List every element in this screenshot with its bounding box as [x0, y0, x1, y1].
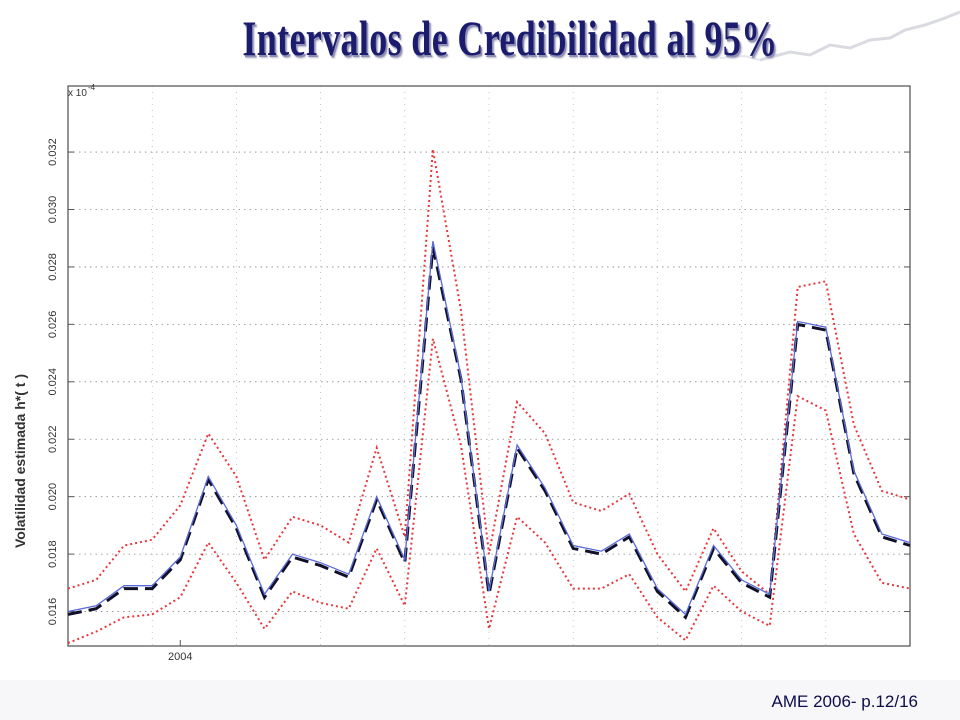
x-tick-label: 2004	[168, 651, 192, 663]
series-line-estimate-dashed	[67, 246, 911, 620]
y-tick-label: 0.032	[47, 138, 59, 166]
slide-footer: AME 2006- p.12/16	[771, 692, 918, 711]
slide-title: Intervalos de Credibilidad al 95%	[242, 10, 778, 66]
y-tick-label: 0.020	[47, 483, 59, 511]
y-tick-label: 0.024	[47, 368, 59, 396]
y-tick-label: 0.016	[47, 598, 59, 626]
volatility-chart: 0.016 0.018 0.020 0.022 0.024 0.026 0.028 0.030…	[12, 83, 911, 663]
y-tick-label: 0.030	[47, 196, 59, 224]
plot-frame	[67, 85, 911, 647]
chart-panel: 0.016 0.018 0.020 0.022 0.024 0.026 0.028 0.030…	[0, 66, 932, 678]
series-line-upper-95	[67, 149, 911, 597]
y-scale-label: x 10	[68, 88, 87, 99]
y-tick-label: 0.022	[47, 425, 59, 453]
y-axis-label: Volatilidad estimada h*( t )	[12, 374, 28, 548]
y-tick-label: 0.018	[47, 540, 59, 568]
y-tick-label: 0.026	[47, 311, 59, 339]
series-group	[67, 149, 911, 645]
series-line-lower-95	[67, 338, 911, 645]
y-scale-exponent: -4	[88, 83, 96, 92]
series-line-estimate-solid	[67, 240, 911, 616]
grid	[68, 86, 910, 646]
axis-ticks: 0.016 0.018 0.020 0.022 0.024 0.026 0.028 0.030…	[47, 138, 910, 663]
y-tick-label: 0.028	[47, 253, 59, 281]
